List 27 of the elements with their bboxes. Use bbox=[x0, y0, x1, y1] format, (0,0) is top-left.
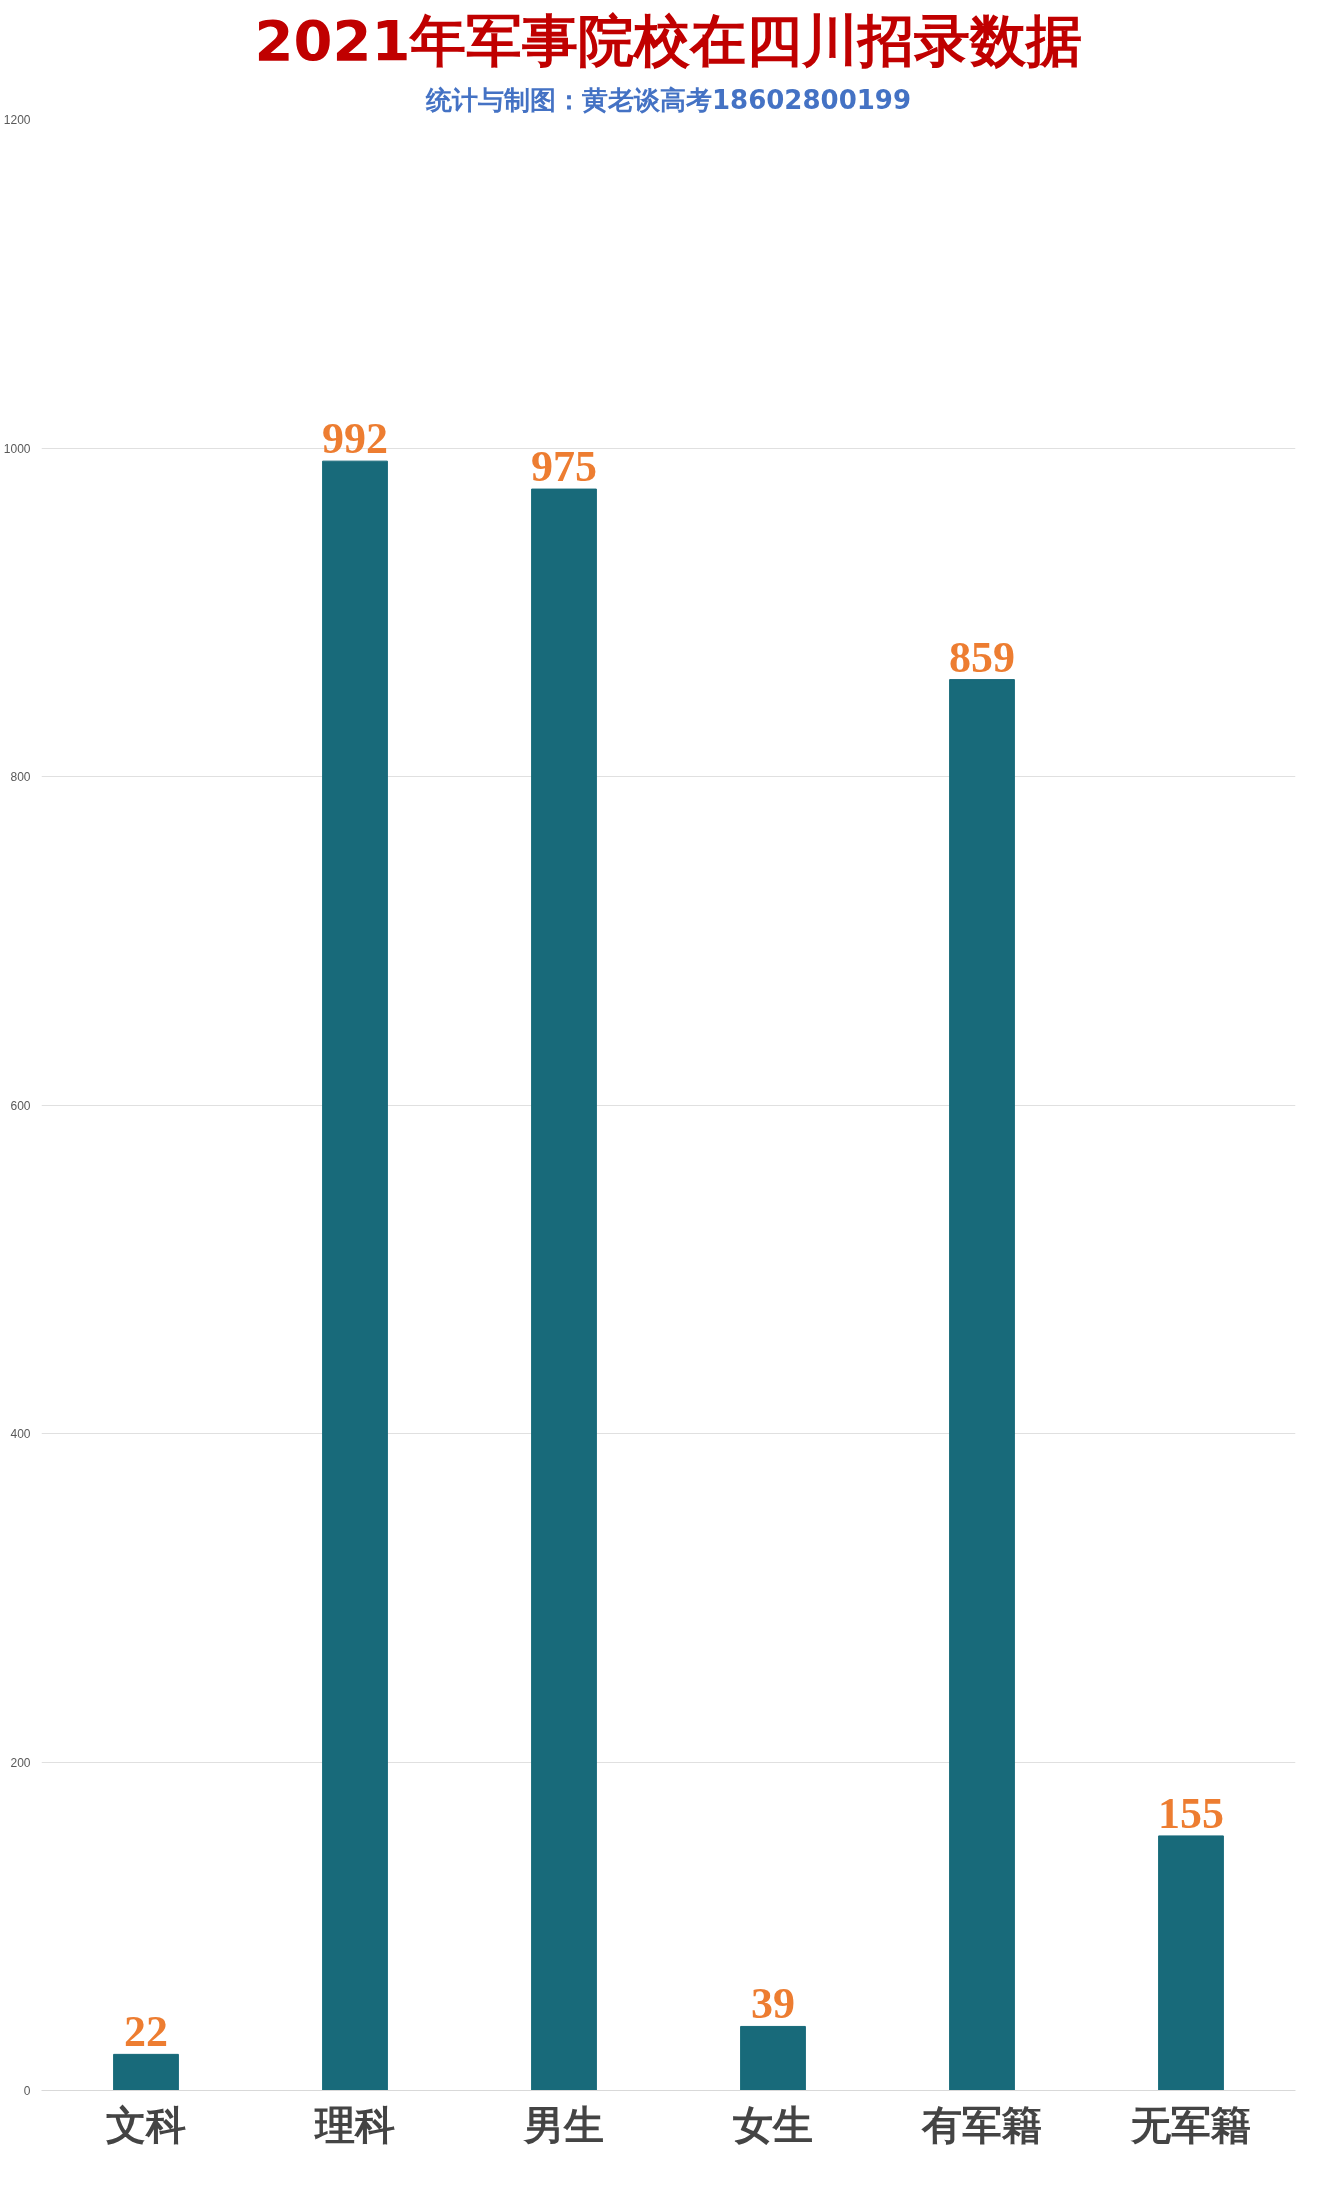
chart-title: 2021年军事院校在四川招录数据 bbox=[254, 7, 1083, 73]
data-label: 992 bbox=[322, 414, 388, 464]
bar bbox=[322, 460, 388, 2091]
x-tick-label: 文科 bbox=[106, 2101, 186, 2148]
y-tick-label: 800 bbox=[10, 770, 31, 784]
bar bbox=[949, 679, 1015, 2091]
x-tick-label: 男生 bbox=[523, 2101, 604, 2148]
y-tick-label: 200 bbox=[10, 1755, 31, 1770]
bar bbox=[113, 2053, 179, 2091]
x-tick-label: 女生 bbox=[733, 2101, 813, 2148]
y-tick-label: 0 bbox=[23, 2084, 31, 2098]
y-tick-label: 400 bbox=[10, 1427, 31, 1441]
x-tick-label: 理科 bbox=[314, 2101, 395, 2148]
x-tick-label: 无军籍 bbox=[1130, 2101, 1251, 2148]
x-tick-label: 有军籍 bbox=[921, 2101, 1042, 2148]
data-label: 975 bbox=[531, 442, 597, 492]
data-label: 155 bbox=[1158, 1788, 1224, 1838]
bar bbox=[531, 488, 597, 2091]
y-tick-label: 1000 bbox=[3, 441, 31, 456]
y-tick-label: 600 bbox=[10, 1098, 31, 1113]
data-label: 22 bbox=[124, 2007, 168, 2057]
data-label: 39 bbox=[751, 1979, 795, 2029]
bar bbox=[740, 2025, 806, 2091]
bar bbox=[1158, 1835, 1224, 2091]
y-tick-label: 1200 bbox=[3, 113, 31, 127]
data-label: 859 bbox=[949, 632, 1015, 682]
chart-subtitle: 统计与制图：黄老谈高考18602800199 bbox=[425, 84, 911, 115]
